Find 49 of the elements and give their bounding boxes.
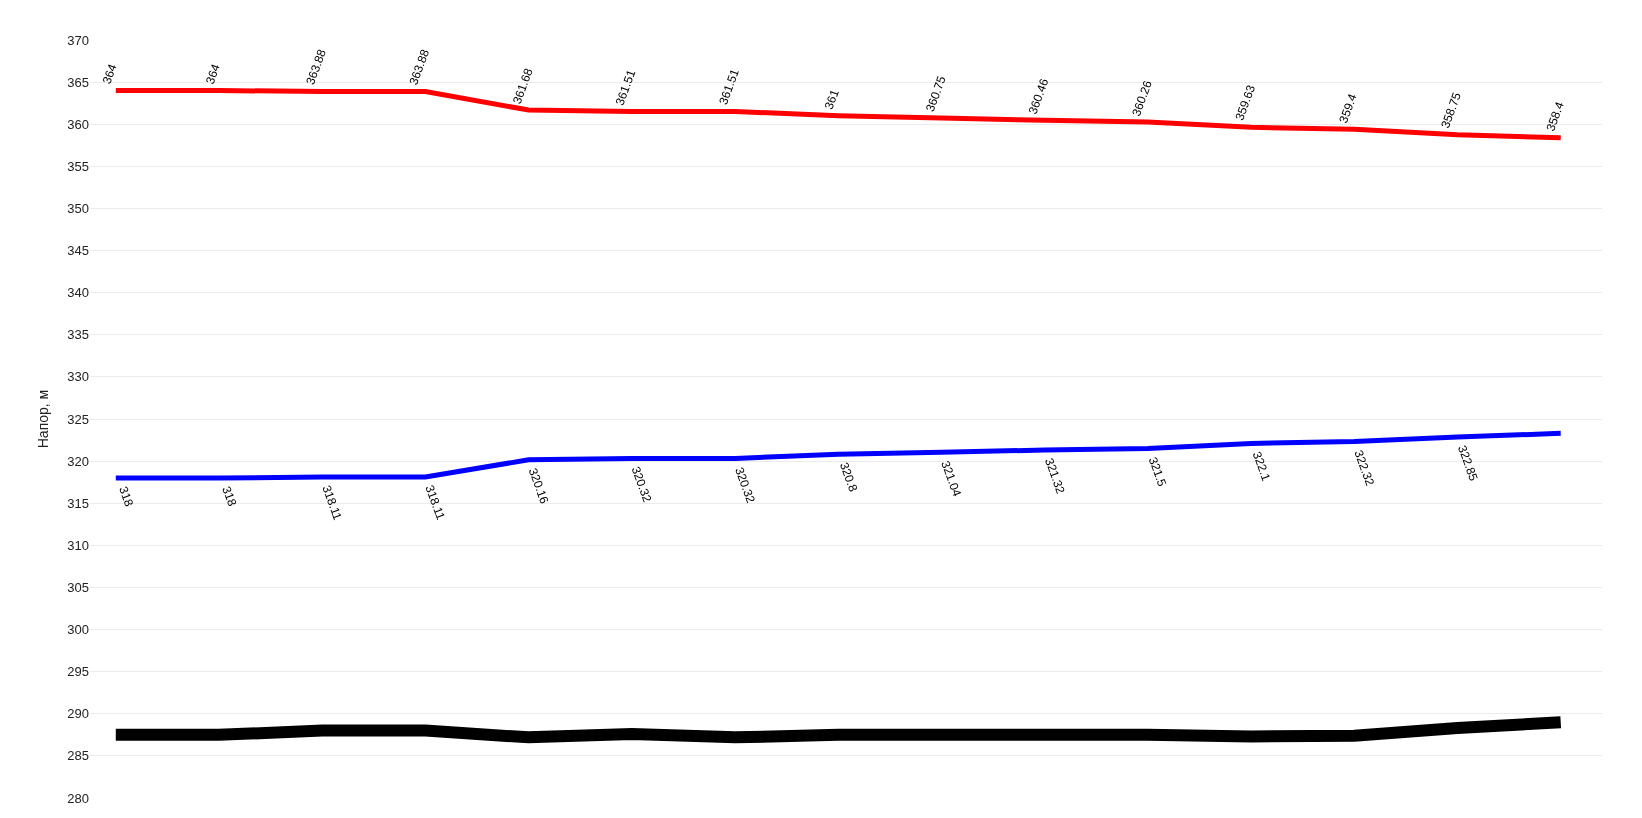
data-label: 321.5 [1145,455,1170,489]
data-label: 320.16 [525,466,552,506]
data-label: 363.88 [406,47,433,87]
data-label: 320.32 [732,465,758,506]
data-label: 363.88 [303,47,330,87]
data-label: 320.8 [836,460,861,494]
y-tick-label: 285 [67,748,89,764]
y-tick-label: 345 [67,243,89,259]
y-tick-label: 360 [67,116,89,132]
data-label: 364 [99,61,120,86]
y-tick-label: 305 [67,579,89,595]
data-label: 318.11 [319,483,345,523]
y-tick-label: 340 [67,285,89,301]
data-label: 322.32 [1351,448,1378,488]
data-label: 360.26 [1129,78,1155,118]
y-tick-label: 295 [67,664,89,680]
data-label: 321.32 [1042,456,1068,496]
data-label: 321.04 [938,459,965,499]
y-tick-label: 325 [67,411,89,427]
data-label: 359.63 [1232,82,1259,123]
y-tick-label: 290 [67,706,89,722]
y-tick-label: 335 [67,327,89,343]
y-tick-label: 310 [67,537,89,553]
y-tick-label: 330 [67,369,89,385]
y-tick-label: 300 [67,622,89,638]
y-tick-label: 350 [67,200,89,216]
data-label: 361.68 [509,66,536,106]
data-label: 359.4 [1336,91,1360,125]
y-tick-label: 365 [67,74,89,90]
data-label: 361.51 [612,67,639,108]
data-label: 322.1 [1249,449,1274,484]
data-label: 318.11 [422,483,448,522]
data-label: 320.32 [628,464,655,505]
data-label: 358.4 [1543,99,1567,133]
data-label: 318 [219,484,240,509]
data-label: 361 [821,87,842,112]
y-tick-label: 370 [67,32,89,48]
y-tick-label: 355 [67,158,89,174]
data-label: 364 [202,62,223,86]
data-label: 318 [116,484,137,509]
y-tick-label: 280 [67,790,89,806]
data-label: 360.46 [1025,76,1052,116]
data-label: 358.75 [1438,90,1465,131]
data-label: 322.85 [1455,443,1481,484]
y-tick-label: 320 [67,453,89,469]
y-axis-title: Напор, м [34,389,51,449]
data-label: 361.51 [716,66,742,107]
data-label: 360.75 [922,73,949,114]
y-tick-label: 315 [67,495,89,511]
